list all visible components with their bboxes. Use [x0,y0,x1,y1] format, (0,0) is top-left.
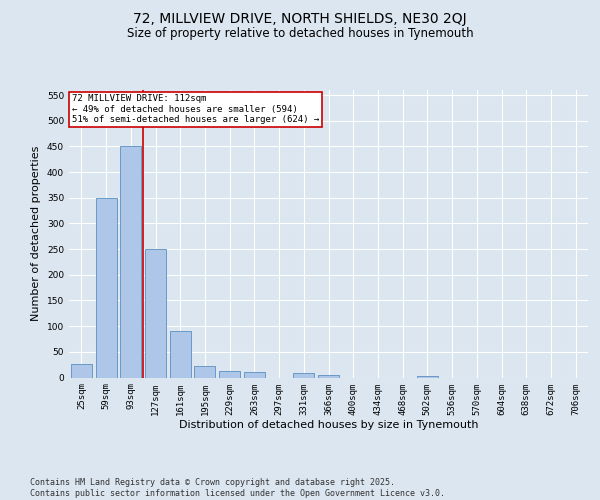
Bar [318,375,339,378]
X-axis label: Distribution of detached houses by size in Tynemouth: Distribution of detached houses by size … [179,420,478,430]
Bar [170,332,191,378]
Text: Contains HM Land Registry data © Crown copyright and database right 2025.
Contai: Contains HM Land Registry data © Crown c… [30,478,445,498]
Bar [417,376,438,378]
Bar [71,364,92,378]
Bar [145,249,166,378]
Bar [95,198,116,378]
Text: 72, MILLVIEW DRIVE, NORTH SHIELDS, NE30 2QJ: 72, MILLVIEW DRIVE, NORTH SHIELDS, NE30 … [133,12,467,26]
Text: Size of property relative to detached houses in Tynemouth: Size of property relative to detached ho… [127,28,473,40]
Text: 72 MILLVIEW DRIVE: 112sqm
← 49% of detached houses are smaller (594)
51% of semi: 72 MILLVIEW DRIVE: 112sqm ← 49% of detac… [71,94,319,124]
Bar [293,374,314,378]
Bar [219,371,240,378]
Bar [244,372,265,378]
Bar [120,146,141,378]
Bar [194,366,215,378]
Y-axis label: Number of detached properties: Number of detached properties [31,146,41,322]
